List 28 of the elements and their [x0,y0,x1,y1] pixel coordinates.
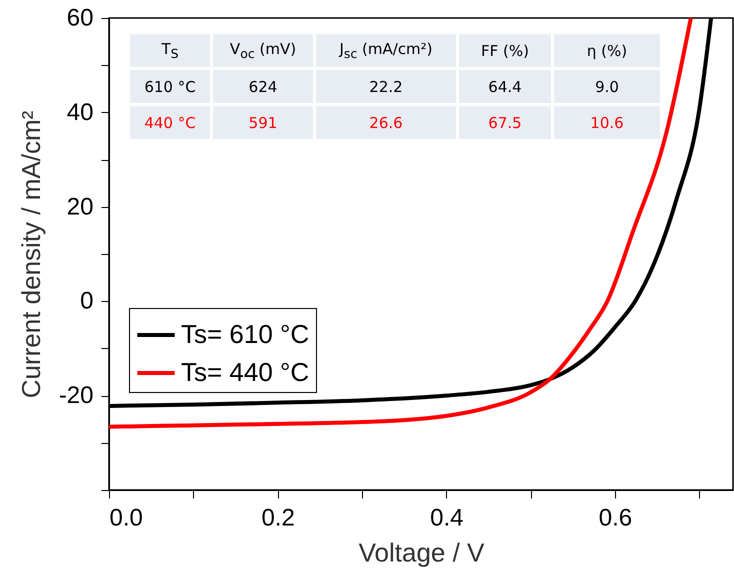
annotation: η (%) [554,34,660,67]
x-axis-title: Voltage / V [358,538,486,568]
x-tick-label: 0.6 [598,504,632,532]
y-tick-label: 60 [66,4,94,32]
y-tick-label: -20 [58,382,94,410]
annotation: 9.0 [554,70,660,103]
annotation: 22.2 [316,70,456,103]
annotation: T$_{S}$ [130,34,210,67]
annotation: 610 °C [130,70,210,103]
annotation: 591 [213,106,313,139]
annotation: FF (%) [459,34,551,67]
y-tick-label: 0 [80,288,94,315]
annotation: J$_{sc}$ (mA/cm²) [316,34,456,67]
annotation: 26.6 [316,106,456,139]
y-tick-label: 20 [66,193,94,220]
legend-label: Ts= 610 °C [181,319,310,349]
annotation: V$_{oc}$ (mV) [213,34,313,67]
annotation: 67.5 [459,106,551,139]
annotation: 624 [213,70,313,103]
annotation: 440 °C [130,106,210,139]
x-tick-label: 0.2 [261,504,295,532]
legend-label: Ts= 440 °C [181,357,310,387]
annotation: 10.6 [554,106,660,139]
annotation: 64.4 [459,70,551,103]
y-tick-label: 40 [66,98,94,126]
y-axis-title: Current density / mA/cm² [16,110,46,398]
x-tick-label: 0.0 [110,504,143,532]
x-tick-label: 0.4 [430,504,464,532]
